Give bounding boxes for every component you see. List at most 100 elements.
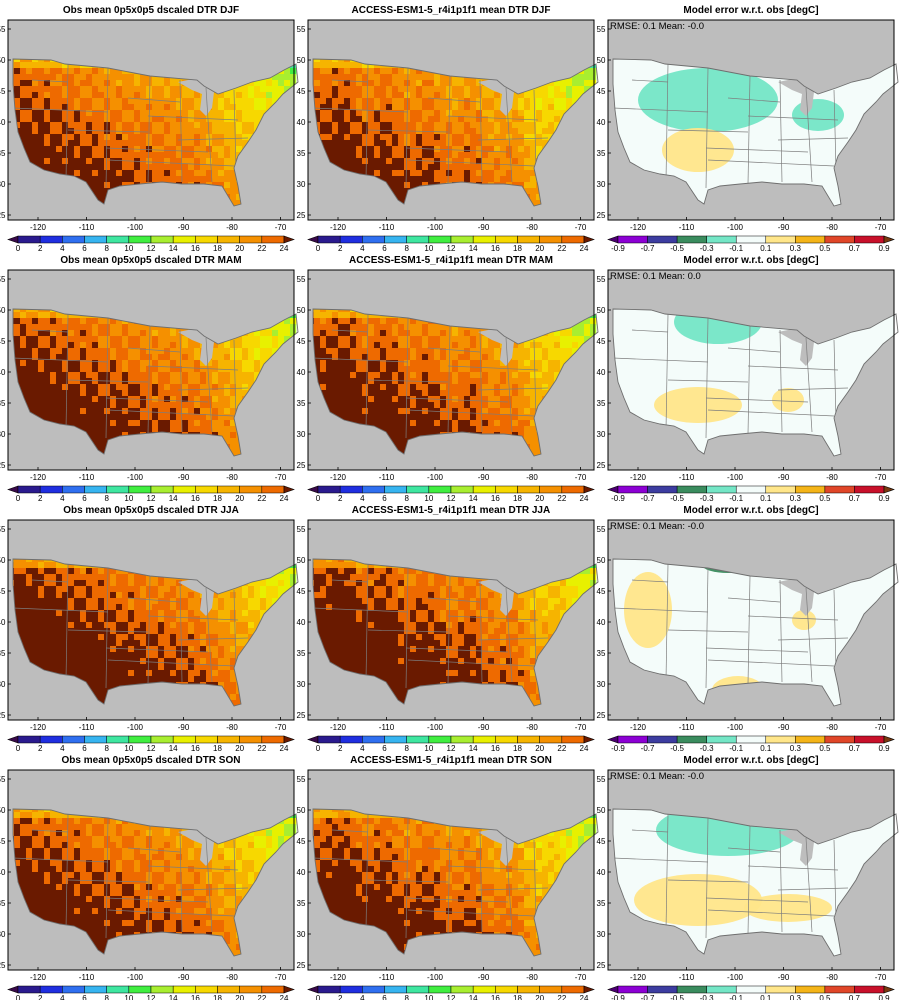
colorbar-cell: [450, 985, 474, 994]
colorbar-label: 0.5: [819, 744, 831, 753]
lat-tick-label: 45: [297, 837, 306, 846]
lat-tick-label: 25: [297, 711, 306, 720]
lat-tick-label: 45: [0, 87, 6, 96]
colorbar-cell: [824, 235, 855, 244]
lat-tick-label: 45: [597, 337, 606, 346]
colorbar-label: -0.7: [641, 244, 655, 253]
lon-tick-label: -120: [30, 223, 47, 232]
colorbar-cell: [217, 485, 240, 494]
panel-title: Obs mean 0p5x0p5 dscaled DTR DJF: [63, 5, 239, 16]
colorbar-label: 10: [124, 994, 133, 1000]
colorbar-cell: [495, 735, 518, 744]
map-panel-son-obs: Obs mean 0p5x0p5 dscaled DTR SON -120 -110…: [0, 755, 299, 982]
colorbar-label: 20: [535, 244, 544, 253]
lon-tick-label: -90: [778, 223, 790, 232]
lat-tick-label: 25: [297, 961, 306, 970]
state-borders: [312, 58, 599, 207]
panel-title: Model error w.r.t. obs [degC]: [683, 755, 818, 766]
lon-tick-label: -110: [679, 723, 695, 732]
colorbar-label: 10: [124, 744, 133, 753]
colorbar-cell: [450, 235, 474, 244]
colorbar-cell: [362, 235, 385, 244]
colorbar-label: 20: [535, 494, 544, 503]
lat-tick-label: 35: [0, 149, 6, 158]
rmse-mean-stats: RMSE: 0.1 Mean: -0.0: [610, 521, 704, 532]
panel-title: Model error w.r.t. obs [degC]: [683, 505, 818, 516]
lat-tick-label: 40: [297, 368, 306, 377]
colorbar-label: 16: [491, 494, 500, 503]
colorbar-label: -0.7: [641, 994, 655, 1000]
colorbar-label: 0.9: [878, 744, 890, 753]
lat-tick-label: 35: [297, 899, 306, 908]
colorbar-label: 0.7: [849, 494, 861, 503]
colorbar-cell: [428, 235, 452, 244]
colorbar-cell: [735, 485, 767, 494]
colorbar-cell: [39, 235, 63, 244]
lon-tick-label: -80: [226, 473, 238, 482]
colorbar: 0 2 4 6 8 10 12 14 16 18 20 22 24: [307, 735, 595, 753]
colorbar-label: 22: [257, 744, 266, 753]
colorbar-label: 2: [38, 744, 43, 753]
lat-tick-label: 40: [597, 368, 606, 377]
state-borders: [312, 808, 599, 957]
colorbar-label: 6: [382, 744, 387, 753]
lat-tick-label: 40: [0, 368, 6, 377]
lon-tick-label: -110: [379, 973, 395, 982]
colorbar-cell: [428, 985, 452, 994]
lon-tick-label: -100: [127, 223, 144, 232]
colorbar-cell: [217, 735, 240, 744]
colorbar-label: 0.1: [760, 494, 772, 503]
lon-tick-label: -90: [778, 473, 790, 482]
colorbar-label: 20: [235, 494, 244, 503]
colorbar-cell: [795, 485, 826, 494]
lon-tick-label: -100: [427, 973, 444, 982]
lon-tick-label: -120: [30, 723, 47, 732]
lon-tick-label: -90: [478, 973, 490, 982]
colorbar-label: 14: [169, 994, 178, 1000]
colorbar-label: 6: [382, 994, 387, 1000]
colorbar-label: 20: [235, 994, 244, 1000]
lon-tick-label: -120: [30, 973, 47, 982]
colorbar-cell: [317, 485, 341, 494]
lat-tick-label: 50: [0, 806, 6, 815]
lat-tick-label: 55: [597, 275, 606, 284]
colorbar-label: 8: [404, 994, 409, 1000]
colorbar-cell: [472, 485, 496, 494]
colorbar-label: 4: [360, 494, 365, 503]
colorbar-label: 22: [257, 994, 266, 1000]
colorbar-label: 0.1: [760, 744, 772, 753]
colorbar-cell: [539, 235, 563, 244]
colorbar-label: 4: [360, 994, 365, 1000]
colorbar-cell: [765, 235, 796, 244]
colorbar-cell: [362, 485, 385, 494]
colorbar-cell: [62, 235, 85, 244]
lat-tick-label: 35: [597, 399, 606, 408]
colorbar-label: 10: [424, 244, 433, 253]
colorbar-cell: [517, 485, 540, 494]
colorbar-label: 16: [491, 994, 500, 1000]
panel-title: Model error w.r.t. obs [degC]: [683, 5, 818, 16]
colorbar-label: -0.5: [670, 244, 684, 253]
panel-title: Obs mean 0p5x0p5 dscaled DTR MAM: [60, 255, 241, 266]
colorbar-label: 4: [60, 494, 65, 503]
colorbar-cell: [84, 735, 107, 744]
colorbar-cell: [406, 235, 430, 244]
lat-tick-label: 30: [597, 680, 606, 689]
colorbar-label: 0: [16, 494, 21, 503]
lat-tick-label: 40: [297, 118, 306, 127]
colorbar-label: 14: [469, 494, 478, 503]
lon-tick-label: -90: [178, 973, 190, 982]
colorbar: -0.9 -0.7 -0.5 -0.3 -0.1 0.1 0.3 0.5 0.7 0.9: [607, 985, 895, 1000]
colorbar-label: 0: [16, 744, 21, 753]
colorbar-cell: [339, 735, 363, 744]
lon-tick-label: -110: [379, 223, 395, 232]
map-panel-djf-obs: Obs mean 0p5x0p5 dscaled DTR DJF -120 -110…: [0, 5, 299, 232]
colorbar-label: -0.3: [700, 744, 714, 753]
colorbar-cell: [217, 235, 240, 244]
colorbar-label: 0.1: [760, 244, 772, 253]
colorbar-label: 14: [469, 744, 478, 753]
colorbar-label: 24: [580, 994, 589, 1000]
lat-tick-label: 25: [297, 461, 306, 470]
panel-title: Model error w.r.t. obs [degC]: [683, 255, 818, 266]
colorbar-cell: [39, 735, 63, 744]
